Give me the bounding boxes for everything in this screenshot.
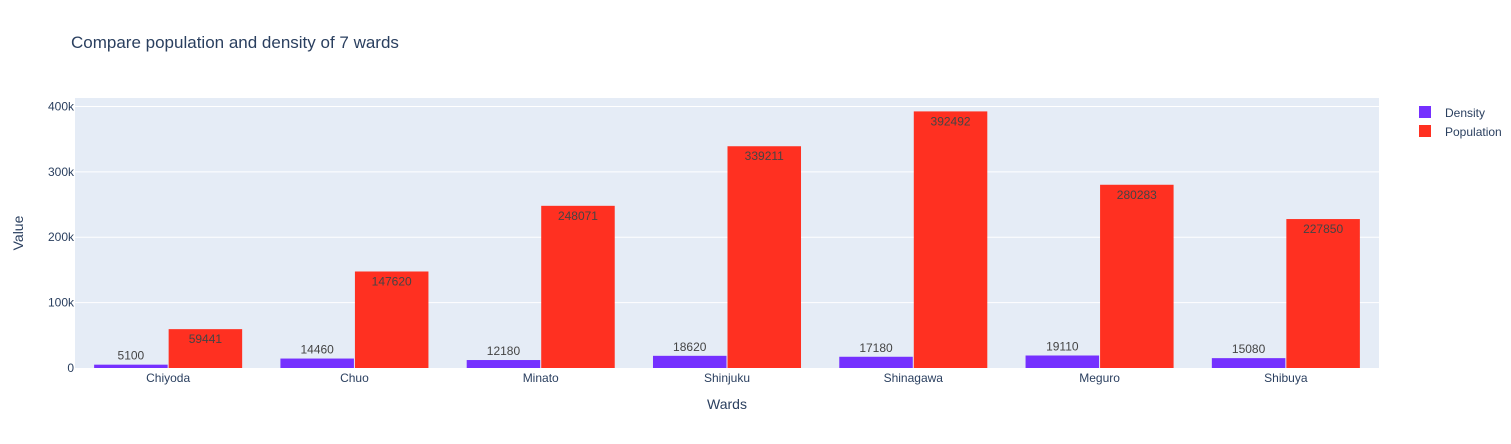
legend-item-density[interactable]: Density (1419, 106, 1485, 120)
y-axis-ticks: 0 100k 200k 300k 400k (48, 99, 75, 375)
data-label-density: 19110 (1046, 340, 1079, 354)
data-label-population: 392492 (931, 114, 971, 128)
x-tick-label: Shinagawa (884, 371, 944, 385)
data-label-population: 248071 (558, 209, 598, 223)
x-tick-label: Minato (523, 371, 559, 385)
bar-population[interactable] (1100, 184, 1174, 368)
bar-population[interactable] (541, 205, 615, 368)
data-label-population: 227850 (1303, 222, 1343, 236)
legend-swatch-population (1419, 125, 1431, 137)
chart-title: Compare population and density of 7 ward… (71, 33, 399, 52)
bar-density[interactable] (1025, 355, 1100, 368)
y-tick-label: 200k (48, 230, 75, 244)
x-tick-label: Shinjuku (704, 371, 750, 385)
data-label-density: 15080 (1232, 342, 1266, 356)
y-tick-label: 0 (67, 361, 74, 375)
legend-label-population: Population (1445, 125, 1502, 139)
bar-density[interactable] (466, 360, 541, 368)
data-label-population: 59441 (189, 332, 223, 346)
plot-area (75, 98, 1379, 368)
y-tick-label: 300k (48, 165, 75, 179)
bar-population[interactable] (1286, 219, 1360, 368)
legend-label-density: Density (1445, 106, 1485, 120)
y-axis-title: Value (10, 215, 26, 250)
data-label-population: 339211 (745, 149, 784, 163)
bar-density[interactable] (652, 355, 727, 368)
y-tick-label: 400k (48, 99, 75, 113)
bar-population[interactable] (913, 111, 988, 368)
bar-population[interactable] (168, 329, 243, 368)
x-tick-label: Meguro (1079, 371, 1120, 385)
x-tick-label: Chiyoda (146, 371, 190, 385)
x-axis-ticks: Chiyoda Chuo Minato Shinjuku Shinagawa Meguro… (146, 371, 1308, 385)
y-tick-label: 100k (48, 296, 75, 310)
data-label-density: 5100 (118, 349, 145, 363)
bar-population[interactable] (727, 146, 802, 368)
x-axis-title: Wards (707, 396, 747, 412)
legend-swatch-density (1419, 106, 1431, 118)
bar-density[interactable] (280, 358, 354, 368)
data-label-population: 147620 (372, 274, 412, 288)
legend-item-population[interactable]: Population (1419, 125, 1502, 139)
data-label-density: 18620 (673, 340, 707, 354)
data-label-density: 14460 (300, 343, 334, 357)
bar-population[interactable] (354, 271, 429, 368)
data-labels: 5100 59441 14460 147620 12180 248071 18620 3392… (118, 114, 1344, 362)
x-tick-label: Chuo (340, 371, 369, 385)
bar-density[interactable] (1211, 358, 1286, 368)
bars[interactable] (94, 111, 1360, 368)
legend[interactable]: Density Population (1419, 106, 1502, 139)
bar-density[interactable] (839, 356, 913, 368)
bar-density[interactable] (94, 364, 168, 368)
data-label-population: 280283 (1117, 188, 1157, 202)
data-label-density: 12180 (487, 344, 521, 358)
x-tick-label: Shibuya (1264, 371, 1308, 385)
data-label-density: 17180 (859, 341, 893, 355)
